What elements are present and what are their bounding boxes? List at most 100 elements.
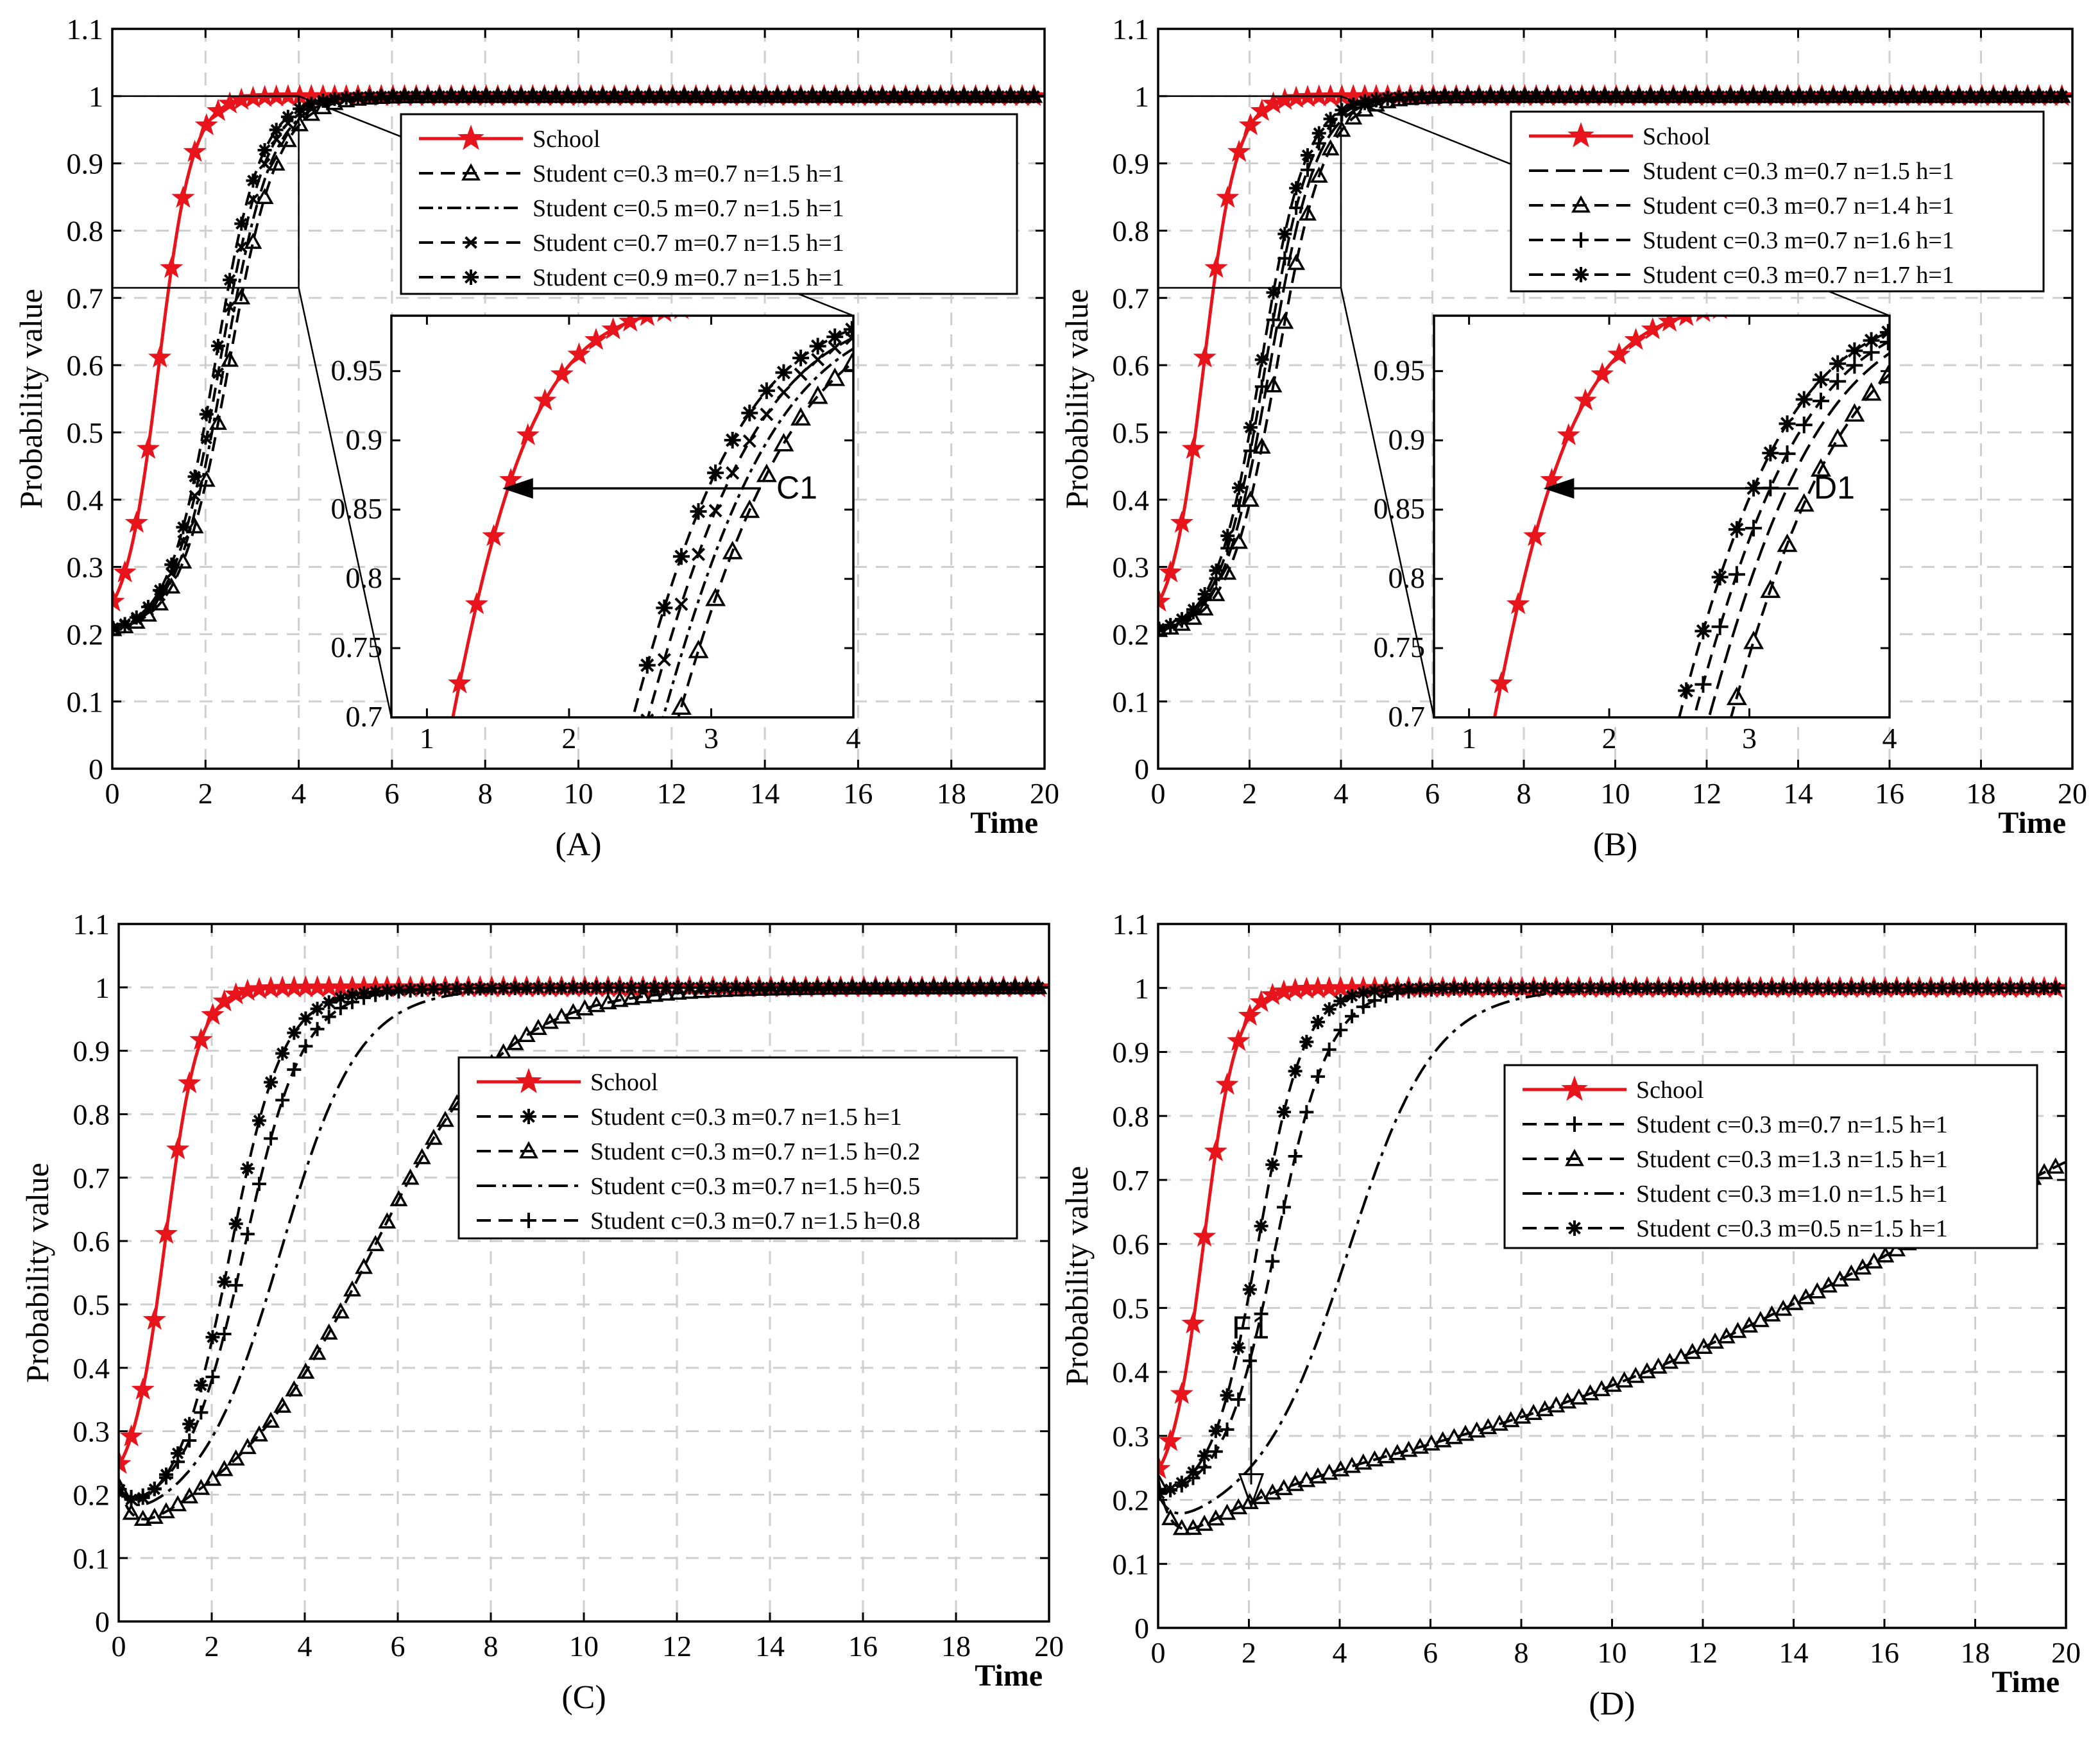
series-marker-School	[201, 1002, 225, 1025]
x-tick-label: 18	[1967, 777, 1996, 810]
series-marker-n=1.7-core	[1270, 289, 1277, 296]
legend: School Student c=0.3 m=0.7 n=1.5 h=1 Stude…	[1503, 1064, 2038, 1249]
series-marker-m=1.3	[1320, 1464, 1338, 1480]
series-marker-School	[119, 1424, 143, 1447]
series-marker-m=1.3	[1660, 1353, 1679, 1369]
y-tick-label: 0.5	[73, 1288, 110, 1321]
series-marker-n=1.7-core	[1487, 92, 1494, 99]
series-marker-n=1.7-core	[1783, 420, 1791, 428]
series-marker-m=0.7	[1231, 1392, 1246, 1407]
series-marker-n=1.4	[1743, 630, 1764, 649]
series-marker-School	[1216, 185, 1240, 208]
legend-label: School	[590, 1069, 658, 1096]
series-marker-m=0.5-core	[1507, 984, 1514, 991]
series-marker-c=0.9-core	[949, 92, 956, 99]
series-marker-h=0.2	[226, 1449, 245, 1466]
series-marker-h=1-core	[256, 1117, 262, 1124]
y-tick-label: 1.1	[73, 908, 110, 941]
x-tick-label: 18	[941, 1630, 971, 1663]
series-marker-c=0.9-core	[728, 92, 735, 99]
series-marker-n=1.7-core	[1682, 687, 1691, 695]
y-tick-label: 0.7	[346, 700, 383, 733]
series-marker-m=1.3	[1672, 1347, 1691, 1364]
series-marker-h=0.2	[552, 1007, 571, 1024]
series-marker-n=1.7-core	[1807, 92, 1814, 99]
legend-label: School	[1636, 1077, 1704, 1104]
series-marker-m=1.3	[2046, 1157, 2065, 1174]
series-marker-School	[1181, 1311, 1205, 1334]
series-marker-h=0.2	[355, 1258, 373, 1274]
series-marker-n=1.7-core	[1304, 152, 1311, 158]
series-marker-c=0.9-core	[660, 604, 669, 612]
series-marker-m=1.3	[1603, 1376, 1622, 1392]
series-marker-n=1.7-core	[1967, 92, 1974, 99]
series-marker-n=1.6	[1300, 162, 1315, 177]
legend: School Student c=0.3 m=0.7 n=1.5 h=1 Stude…	[457, 1056, 1018, 1240]
y-tick-label: 0.8	[1113, 1100, 1150, 1133]
y-tick-label: 0.6	[1113, 1228, 1150, 1261]
y-tick-label: 0.1	[67, 685, 104, 718]
series-marker-h=0.8	[368, 988, 383, 1002]
series-marker-c=0.3	[174, 552, 192, 569]
series-marker-n=1.6	[1711, 618, 1729, 635]
series-marker-c=0.9-core	[424, 92, 431, 99]
series-marker-m=0.7	[1288, 1149, 1302, 1163]
y-tick-label: 0.5	[67, 416, 104, 449]
series-marker-m=0.5-core	[1292, 1068, 1299, 1075]
y-tick-label: 0.7	[1113, 1164, 1150, 1197]
y-tick-label: 0.6	[67, 349, 104, 382]
series-marker-School	[1204, 1139, 1227, 1161]
series-marker-n=1.7-core	[1899, 92, 1906, 99]
y-tick-label: 0.2	[67, 618, 104, 651]
series-marker-n=1.4	[1777, 533, 1798, 552]
series-marker-m=0.5-core	[1848, 984, 1855, 991]
series-marker-m=0.5-core	[1587, 984, 1594, 991]
series-marker-m=1.3	[1184, 1518, 1202, 1535]
series-marker-c=0.9-core	[576, 92, 583, 99]
series-marker-m=1.3	[1252, 1488, 1270, 1505]
y-tick-label: 0.3	[73, 1415, 110, 1448]
series-marker-c=0.7	[166, 567, 178, 579]
series-marker-School	[465, 592, 489, 615]
y-axis-label: Probability value	[1059, 289, 1095, 509]
series-marker-h=0.8	[298, 1039, 313, 1054]
series-marker-n=1.6	[1812, 392, 1829, 409]
series-marker-School	[1607, 342, 1631, 364]
x-tick-label: 0	[105, 777, 120, 810]
series-marker-n=1.7-core	[1521, 92, 1528, 99]
series-marker-n=1.7-core	[1247, 424, 1254, 431]
series-marker-School	[1657, 316, 1682, 332]
legend-marker	[515, 1068, 542, 1093]
series-marker-n=1.7-core	[1933, 92, 1940, 99]
series-marker-m=1.3	[1467, 1421, 1486, 1438]
series-marker-n=1.7-core	[1293, 185, 1300, 192]
x-tick-label: 0	[112, 1630, 126, 1663]
series-marker-c=0.9-core	[226, 277, 234, 284]
series-marker-n=1.7-core	[1864, 92, 1871, 99]
series-marker-n=1.6	[1846, 357, 1863, 374]
series-marker-School	[1540, 468, 1564, 490]
series-marker-n=1.4	[1184, 608, 1202, 625]
series-marker-m=1.3	[1717, 1327, 1736, 1344]
series-marker-h=1-core	[302, 1015, 309, 1022]
series-marker-h=0.8	[357, 991, 371, 1005]
series-marker-School	[1158, 1429, 1182, 1451]
series-marker-c=0.9-core	[902, 92, 909, 99]
series-marker-School	[142, 1308, 166, 1330]
y-tick-label: 1	[1134, 80, 1149, 113]
series-marker-m=0.5-core	[1678, 984, 1684, 991]
y-tick-label: 0.9	[1113, 1036, 1150, 1069]
series-marker-School	[1238, 113, 1263, 135]
series-marker-School	[1181, 436, 1206, 459]
series-marker-c=0.3	[244, 232, 262, 249]
series-marker-h=1-core	[209, 1333, 216, 1340]
series-marker-School	[584, 327, 608, 350]
series-marker-n=1.4	[1299, 204, 1317, 221]
series-marker-n=1.7-core	[1670, 92, 1677, 99]
series-marker-m=0.5-core	[1995, 984, 2002, 991]
series-marker-h=0.2	[133, 1509, 152, 1526]
series-marker-n=1.6	[1795, 416, 1813, 434]
series-marker-m=0.5-core	[1417, 985, 1424, 992]
series-marker-h=0.2	[215, 1460, 234, 1476]
